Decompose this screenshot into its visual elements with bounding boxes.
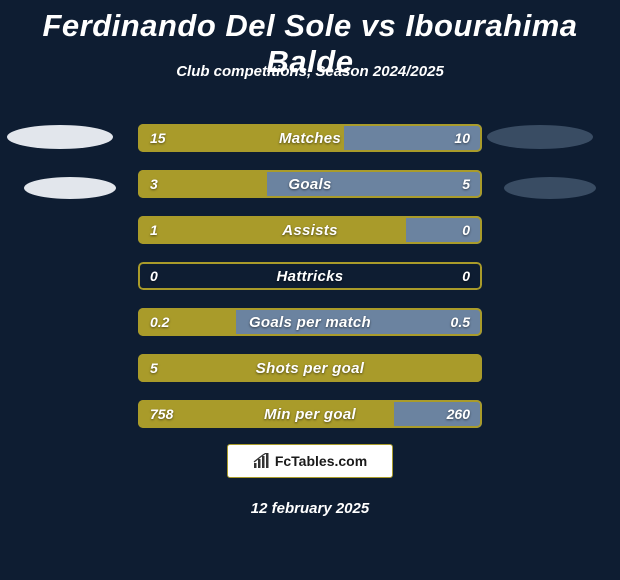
date-text: 12 february 2025 [0,500,620,517]
stat-value-right: 0 [450,262,482,290]
stat-label: Hattricks [138,262,482,290]
stat-row: Shots per goal5 [138,354,482,382]
stat-value-right: 260 [435,400,482,428]
right-ellipse [504,177,596,199]
stat-value-right: 5 [450,170,482,198]
stat-label: Matches [138,124,482,152]
stat-label: Goals [138,170,482,198]
stat-value-right: 0 [450,216,482,244]
left-ellipse [24,177,116,199]
stat-value-right: 10 [442,124,482,152]
stat-row: Goals3 5 [138,170,482,198]
stat-value-left: 15 [138,124,178,152]
stat-value-left: 0 [138,262,170,290]
stat-value-left: 0.2 [138,308,181,336]
stat-row: Hattricks0 0 [138,262,482,290]
stat-row: Matches15 10 [138,124,482,152]
stat-row: Goals per match0.2 0.5 [138,308,482,336]
stat-value-left: 5 [138,354,170,382]
stat-value-right [458,354,482,382]
subtitle: Club competitions, Season 2024/2025 [0,63,620,80]
stat-value-left: 758 [138,400,185,428]
stat-value-right: 0.5 [439,308,482,336]
left-ellipse [7,125,113,149]
stat-value-left: 3 [138,170,170,198]
logo-text: FcTables.com [275,453,367,469]
stat-label: Assists [138,216,482,244]
chart-icon [253,453,271,469]
right-ellipse [487,125,593,149]
logo-box: FcTables.com [227,444,393,478]
stat-row: Min per goal758 260 [138,400,482,428]
stat-label: Goals per match [138,308,482,336]
stat-label: Shots per goal [138,354,482,382]
stat-value-left: 1 [138,216,170,244]
comparison-bars: Matches1510Goals35Assists10Hattricks00Go… [138,124,482,446]
stat-label: Min per goal [138,400,482,428]
stat-row: Assists1 0 [138,216,482,244]
